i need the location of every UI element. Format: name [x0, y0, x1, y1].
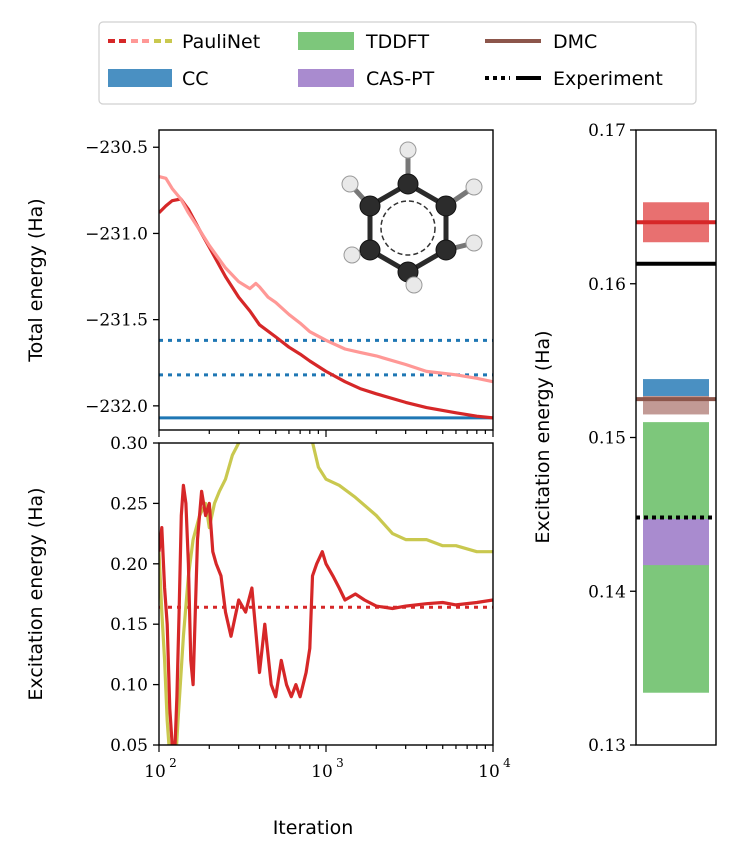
legend-entry-tddft: TDDFT: [298, 31, 429, 53]
legend: PauliNet TDDFT DMC CC CAS-PT Experiment: [98, 21, 697, 105]
ytick-label-3: 0.20: [110, 555, 148, 575]
series-line-ground: [159, 197, 493, 420]
legend-label-dmc: DMC: [553, 31, 597, 53]
excitation-convergence-yticks: 0.05 0.10 0.15 0.20 0.25 0.30: [110, 434, 159, 756]
legend-swatch-cc: [108, 69, 172, 87]
ytick-label-0: 0.13: [588, 736, 626, 756]
ytick-label-4: 0.17: [588, 121, 626, 141]
ytick-label-3: −232.0: [85, 397, 148, 417]
series-line-excited: [159, 175, 493, 384]
xtick-exponent-0: 2: [169, 756, 177, 770]
excitation-convergence-frame: [158, 442, 494, 746]
xtick-label-0: 10: [144, 762, 166, 782]
band-cas-pt: [643, 518, 709, 566]
excitation-convergence-xticks: 10 2 10 3 10 4: [144, 745, 511, 782]
xtick-label-2: 10: [478, 762, 500, 782]
series-line-difference: [159, 483, 493, 745]
total-energy-xticks: [158, 430, 494, 437]
ytick-label-1: 0.10: [110, 676, 148, 696]
xtick-exponent-2: 4: [503, 756, 511, 770]
total-energy-ylabel: Total energy (Ha): [25, 198, 47, 362]
ytick-label-0: −230.5: [85, 138, 148, 158]
legend-entry-experiment: Experiment: [485, 68, 663, 90]
legend-label-tddft: TDDFT: [365, 31, 429, 53]
benzene-molecule-image: [341, 141, 483, 294]
ytick-label-1: 0.14: [588, 582, 626, 602]
ytick-label-2: −231.5: [85, 311, 148, 331]
ytick-label-5: 0.30: [110, 434, 148, 454]
legend-label-cc: CC: [182, 68, 209, 90]
ytick-label-1: −231.0: [85, 224, 148, 244]
ytick-label-3: 0.16: [588, 275, 626, 295]
ytick-label-2: 0.15: [110, 615, 148, 635]
legend-frame: [98, 21, 697, 105]
total-energy-yticks: −230.5 −231.0 −231.5 −232.0: [85, 138, 159, 417]
excitation-comparison-ylabel: Excitation energy (Ha): [532, 330, 554, 543]
excitation-convergence-lines: [159, 443, 493, 745]
legend-swatch-tddft: [298, 32, 354, 50]
legend-entry-dmc: DMC: [485, 31, 597, 53]
total-energy-frame: [158, 129, 494, 431]
excitation-comparison-bands: [636, 202, 716, 693]
legend-entry-paulinet: PauliNet: [108, 31, 260, 53]
total-energy-panel: −230.5 −231.0 −231.5 −232.0 Total energy (H…: [25, 129, 494, 437]
excitation-convergence-panel: 0.050.100.150.200.250.30 10 2 10 3 10 4 Excit…: [25, 434, 511, 839]
excitation-convergence-ylabel: Excitation energy (Ha): [25, 487, 47, 700]
ytick-label-4: 0.25: [110, 494, 148, 514]
excitation-comparison-panel: 0.13 0.14 0.15 0.16 0.17 Excitation energy (…: [532, 121, 717, 756]
x-axis-label-iteration: Iteration: [273, 817, 354, 839]
xtick-exponent-1: 3: [336, 756, 344, 770]
legend-label-experiment: Experiment: [553, 68, 663, 90]
excitation-comparison-yticks: 0.13 0.14 0.15 0.16 0.17: [588, 121, 636, 756]
legend-entry-cc: CC: [108, 68, 209, 90]
legend-entry-caspt: CAS-PT: [298, 68, 435, 90]
legend-swatch-caspt: [298, 69, 354, 87]
legend-label-caspt: CAS-PT: [366, 68, 435, 90]
ytick-label-0: 0.05: [110, 736, 148, 756]
legend-label-paulinet: PauliNet: [182, 31, 260, 53]
total-energy-lines: [159, 175, 493, 420]
series-line-difference-unsmoothed: [159, 443, 493, 745]
ytick-label-2: 0.15: [588, 429, 626, 449]
xtick-label-1: 10: [311, 762, 333, 782]
